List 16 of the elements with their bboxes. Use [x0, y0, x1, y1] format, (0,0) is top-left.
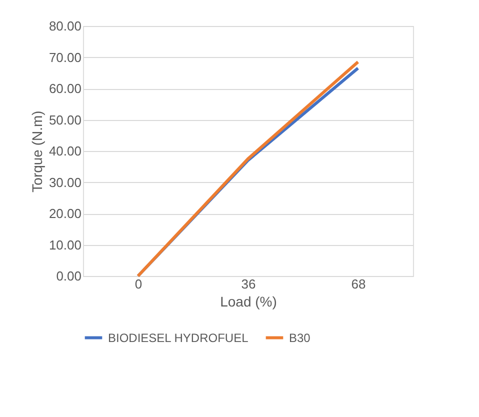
- legend-label: B30: [289, 330, 311, 345]
- y-tick-label: 70.00: [48, 50, 82, 65]
- y-tick-label: 40.00: [48, 144, 82, 158]
- x-tick-label: 68: [351, 276, 366, 292]
- y-tick-label: 20.00: [48, 206, 82, 221]
- x-tick-label: 36: [241, 276, 256, 292]
- x-tick-label: 0: [134, 276, 142, 292]
- y-tick-label: 0.00: [56, 268, 82, 284]
- y-tick-label: 60.00: [48, 81, 82, 96]
- y-tick-label: 30.00: [48, 174, 82, 190]
- y-tick-label: 80.00: [48, 18, 82, 34]
- y-tick-label: 10.00: [48, 237, 82, 252]
- x-axis-title: Load (%): [220, 294, 277, 310]
- y-axis-title: Torque (N.m): [28, 110, 45, 192]
- legend-label: BIODIESEL HYDROFUEL: [108, 330, 249, 345]
- y-tick-label: 50.00: [48, 112, 82, 128]
